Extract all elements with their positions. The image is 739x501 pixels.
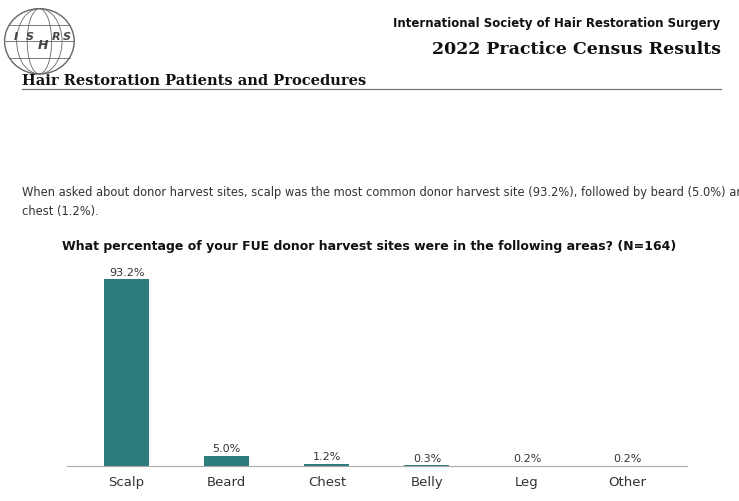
Text: H: H <box>38 39 48 52</box>
Text: 0.2%: 0.2% <box>513 454 541 464</box>
Bar <box>204 456 249 466</box>
Text: Hair Restoration Patients and Procedures: Hair Restoration Patients and Procedures <box>22 74 367 88</box>
Text: 93.2%: 93.2% <box>109 268 144 278</box>
Text: 5.0%: 5.0% <box>213 444 241 454</box>
Bar <box>404 465 449 466</box>
Text: 2022 Practice Census Results: 2022 Practice Census Results <box>432 41 721 58</box>
Text: When asked about donor harvest sites, scalp was the most common donor harvest si: When asked about donor harvest sites, sc… <box>22 186 739 218</box>
Bar <box>304 463 350 466</box>
Text: International Society of Hair Restoration Surgery: International Society of Hair Restoratio… <box>393 17 721 30</box>
Bar <box>104 279 149 466</box>
Text: S: S <box>64 32 71 42</box>
Text: S: S <box>26 32 34 42</box>
Text: 1.2%: 1.2% <box>313 452 341 462</box>
Text: 0.3%: 0.3% <box>413 454 441 464</box>
Text: What percentage of your FUE donor harvest sites were in the following areas? (N=: What percentage of your FUE donor harves… <box>62 240 677 253</box>
Text: R: R <box>51 32 60 42</box>
Text: 0.2%: 0.2% <box>613 454 641 464</box>
Text: I: I <box>14 32 18 42</box>
